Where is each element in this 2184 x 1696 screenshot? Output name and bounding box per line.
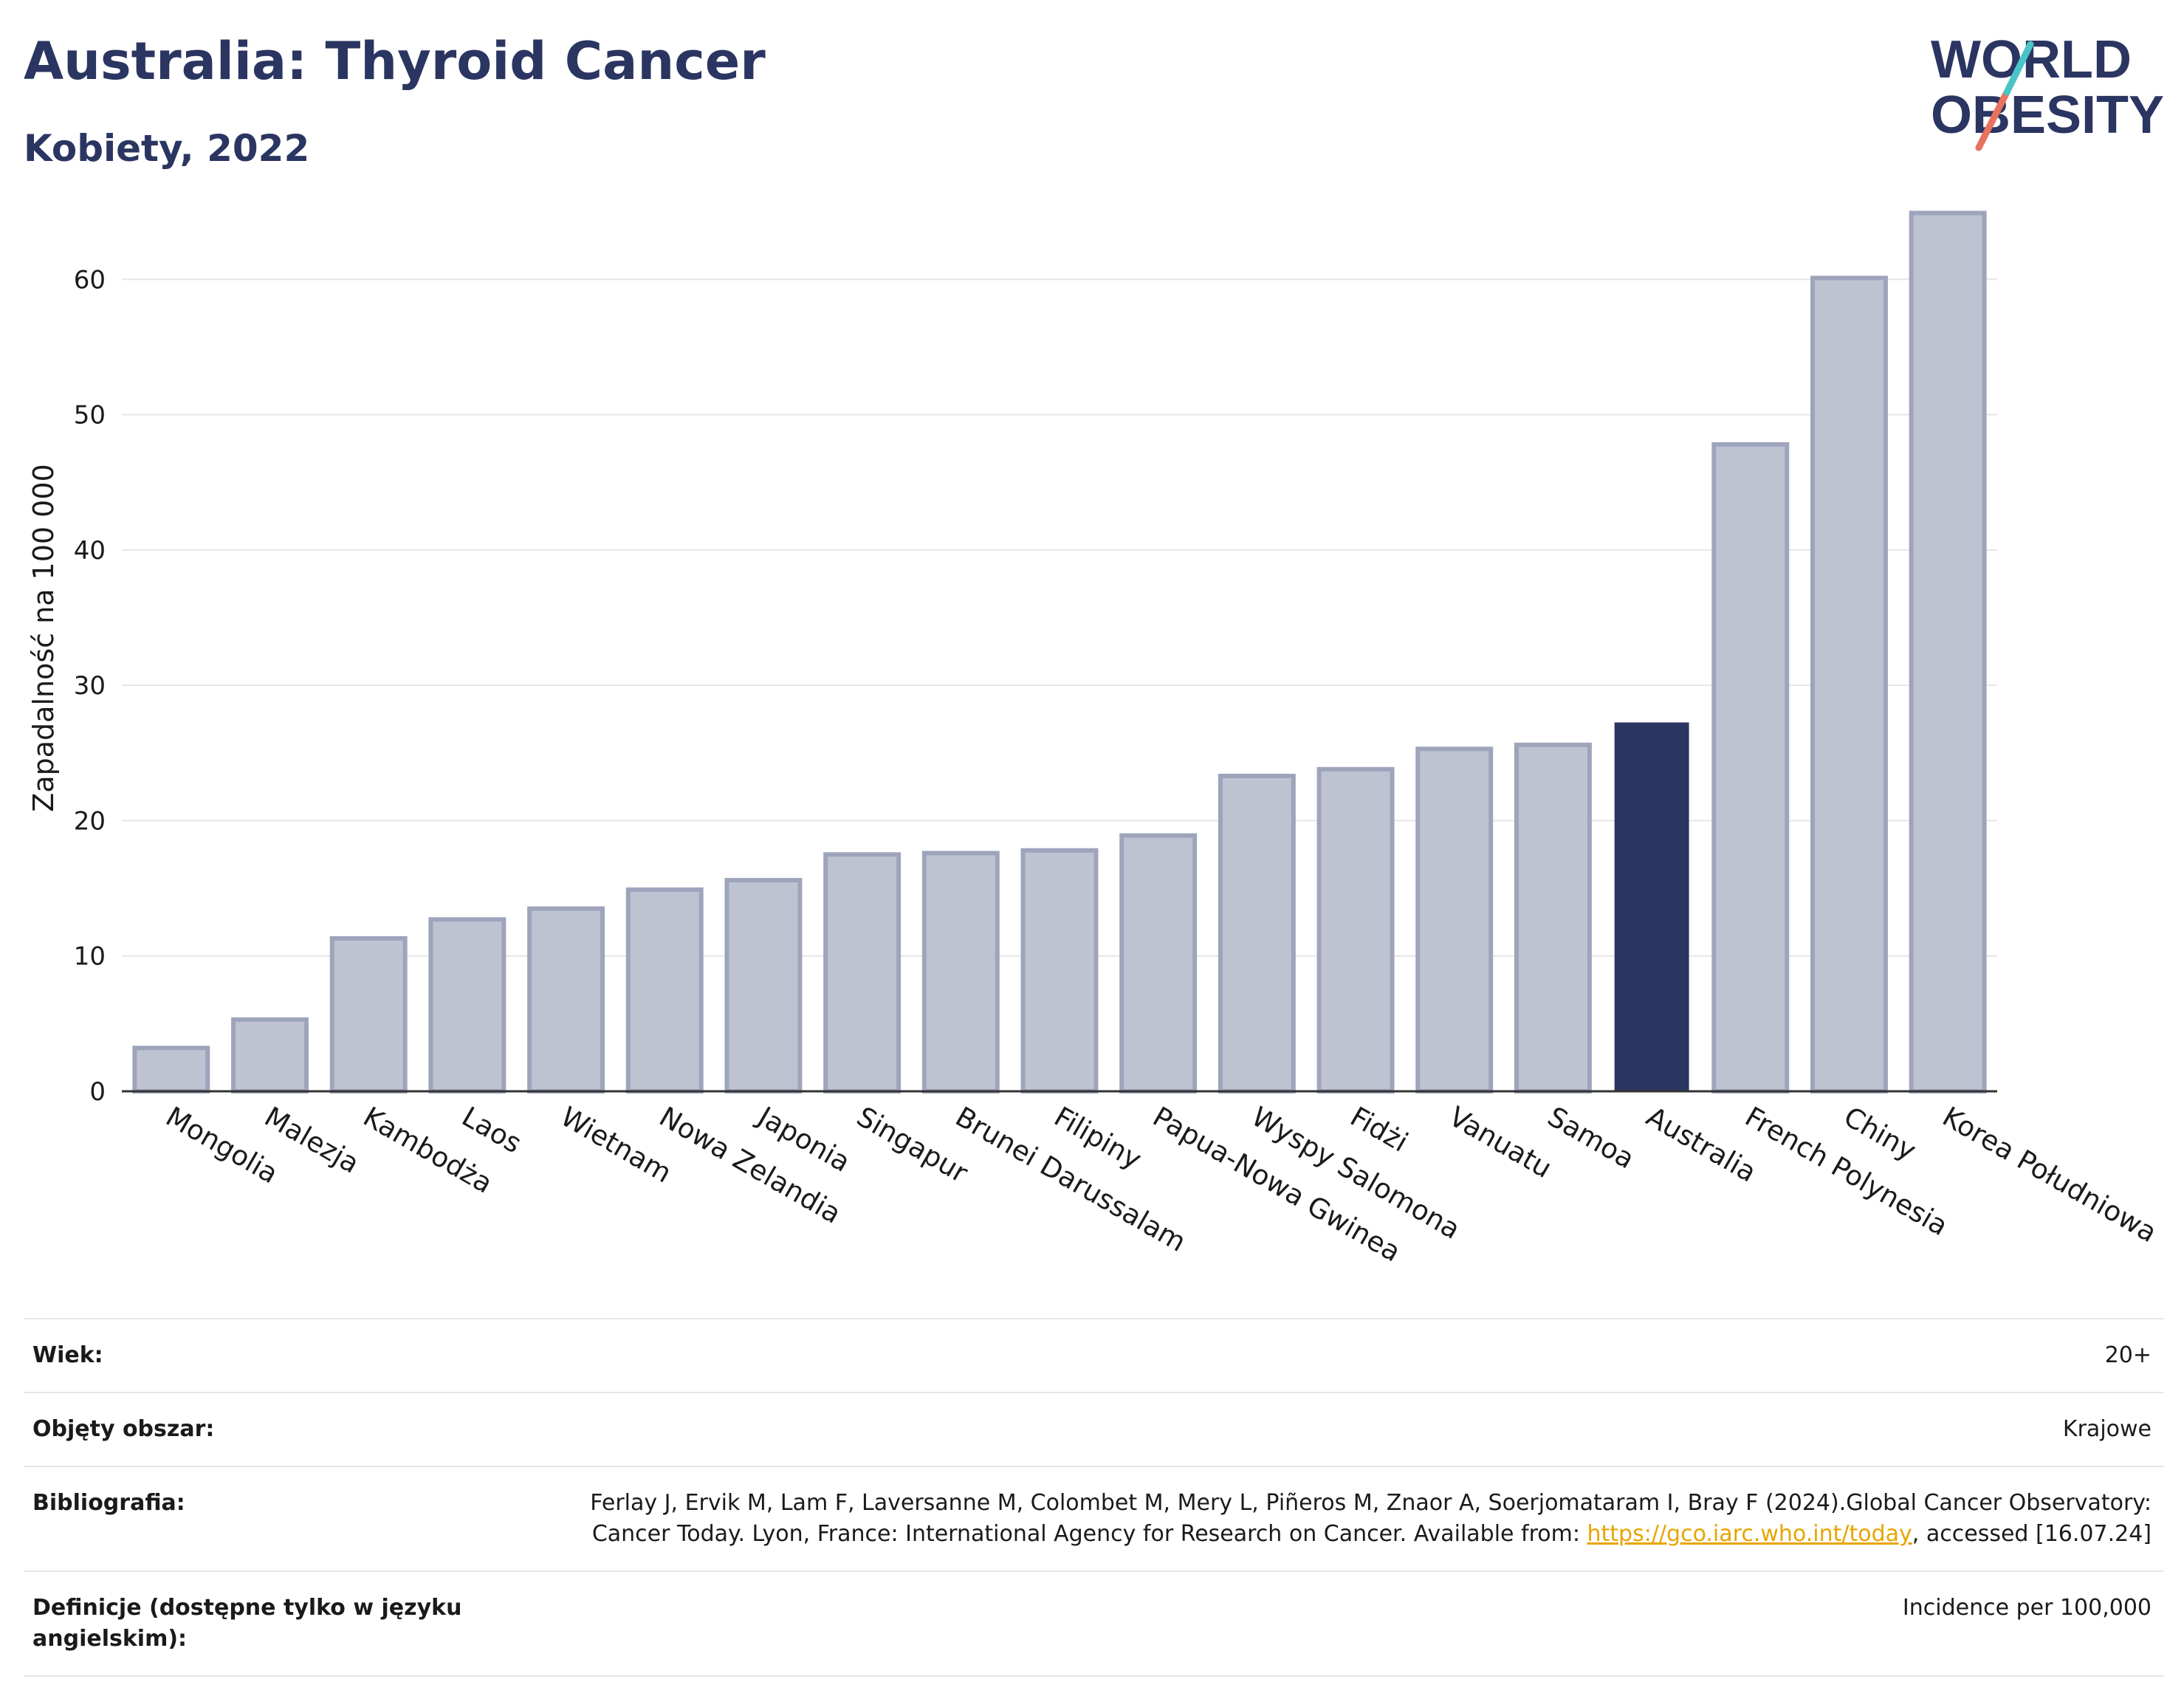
bar-chart: 0 10 20 30 40 50 60 Zapadalność na 100 000 Mongo…: [27, 210, 2163, 1268]
x-tick-label: Laos: [456, 1101, 526, 1160]
bar-wyspy-salomona: [1218, 773, 1296, 1094]
logo-slash-teal: [2003, 41, 2034, 96]
info-value: Krajowe: [2062, 1416, 2152, 1442]
bar-fidżi: [1316, 766, 1395, 1094]
info-value: Ferlay J, Ervik M, Lam F, Laversanne M, …: [552, 1467, 2163, 1570]
bar-filipiny: [1020, 848, 1099, 1094]
info-label: Bibliografia:: [32, 1490, 185, 1516]
bar-brunei-darussalam: [921, 851, 1000, 1094]
x-tick-label: Vanuatu: [1443, 1101, 1557, 1185]
bar-australia: [1614, 722, 1689, 1092]
y-tick-label: 40: [74, 536, 106, 566]
bibliography-suffix: , accessed [16.07.24]: [1912, 1521, 2152, 1547]
bar-malezja: [231, 1017, 309, 1094]
y-tick-label: 60: [74, 265, 106, 295]
info-value: Incidence per 100,000: [1902, 1595, 2152, 1621]
x-tick-label: Australia: [1641, 1101, 1762, 1189]
info-row-bibliography: Bibliografia: Ferlay J, Ervik M, Lam F, …: [24, 1466, 2163, 1570]
x-tick-label: Wietnam: [555, 1101, 677, 1189]
logo-line1: WORLD: [1931, 30, 2132, 89]
bar-vanuatu: [1415, 746, 1494, 1094]
logo-slash-red: [1975, 89, 2010, 151]
info-value: 20+: [2104, 1342, 2152, 1368]
x-tick-label: Korea Południowa: [1937, 1101, 2163, 1249]
bar-french-polynesia: [1711, 442, 1790, 1094]
x-tick-label: Samoa: [1542, 1101, 1640, 1175]
x-tick-label: Mongolia: [160, 1101, 283, 1190]
source-link[interactable]: https://gco.iarc.who.int/today: [1587, 1521, 1912, 1547]
info-table: Wiek: 20+ Objęty obszar: Krajowe Bibliog…: [24, 1318, 2163, 1677]
y-tick-label: 10: [74, 942, 106, 972]
y-tick-label: 50: [74, 401, 106, 430]
info-row-area: Objęty obszar: Krajowe: [24, 1392, 2163, 1466]
bar-laos: [428, 917, 506, 1094]
info-label: Objęty obszar:: [32, 1416, 215, 1442]
logo-line2: OBESITY: [1931, 86, 2164, 145]
bar-mongolia: [132, 1046, 210, 1094]
bibliography-text: Ferlay J, Ervik M, Lam F, Laversanne M, …: [590, 1490, 2152, 1547]
bar-singapur: [823, 852, 902, 1094]
page-subtitle: Kobiety, 2022: [24, 127, 310, 170]
bar-chiny: [1810, 275, 1888, 1094]
x-tick-label: Singapur: [851, 1101, 974, 1189]
bar-japonia: [724, 878, 803, 1094]
y-axis-label: Zapadalność na 100 000: [27, 464, 60, 811]
info-row-definitions: Definicje (dostępne tylko w języku angie…: [24, 1570, 2163, 1677]
bar-kambodża: [329, 935, 408, 1094]
bar-papua-nowa-gwinea: [1119, 833, 1198, 1094]
info-label: Definicje (dostępne tylko w języku angie…: [32, 1595, 462, 1652]
bar-korea-południowa: [1909, 210, 1987, 1094]
y-tick-label: 0: [89, 1077, 106, 1107]
y-tick-label: 20: [74, 806, 106, 836]
bar-wietnam: [527, 906, 605, 1094]
bar-samoa: [1514, 742, 1592, 1094]
info-label: Wiek:: [32, 1342, 103, 1368]
world-obesity-logo: WORLD OBESITY: [1931, 30, 2164, 151]
y-tick-label: 30: [74, 671, 106, 701]
info-row-age: Wiek: 20+: [24, 1318, 2163, 1392]
x-tick-label: Fidżi: [1345, 1101, 1414, 1158]
page-title: Australia: Thyroid Cancer: [24, 31, 766, 92]
bar-nowa-zelandia: [625, 887, 704, 1094]
